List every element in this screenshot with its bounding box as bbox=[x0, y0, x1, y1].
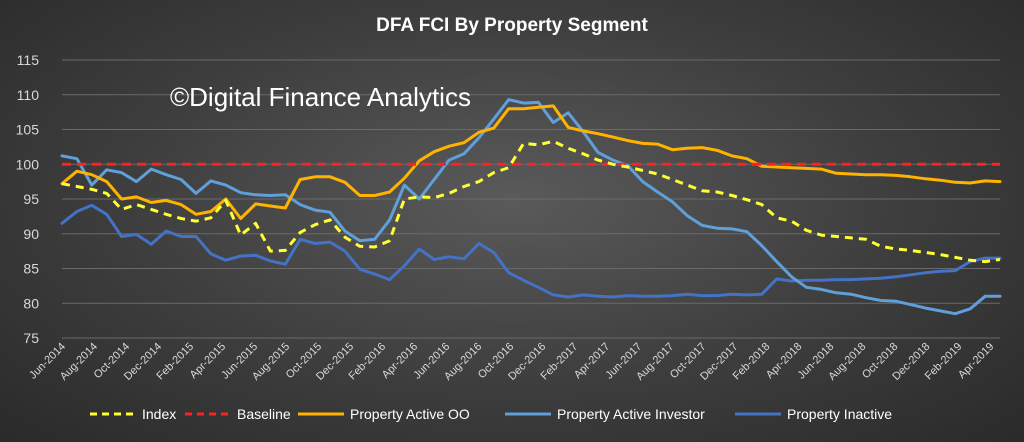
y-tick-label: 115 bbox=[17, 52, 40, 68]
y-tick-label: 95 bbox=[23, 191, 39, 207]
y-tick-label: 110 bbox=[17, 87, 40, 103]
series-group bbox=[60, 98, 1002, 316]
watermark-text: ©Digital Finance Analytics bbox=[170, 82, 471, 112]
y-tick-label: 90 bbox=[23, 226, 39, 242]
legend-label: Property Inactive bbox=[787, 406, 892, 422]
chart-title: DFA FCI By Property Segment bbox=[376, 15, 648, 36]
y-tick-label: 75 bbox=[23, 330, 39, 346]
legend: Index Baseline Property Active OO Property … bbox=[90, 406, 892, 422]
y-axis: 75 80 85 90 95 100 105 110 115 bbox=[16, 52, 40, 346]
x-axis: Jun-2014Aug-2014Oct-2014Dec-2014Feb-2015… bbox=[27, 341, 996, 383]
legend-label: Property Active Investor bbox=[557, 406, 705, 422]
legend-label: Property Active OO bbox=[350, 406, 470, 422]
series-line-3 bbox=[60, 98, 1002, 316]
legend-label: Index bbox=[142, 406, 176, 422]
series-line-0 bbox=[61, 139, 1001, 264]
y-tick-label: 85 bbox=[23, 261, 39, 277]
y-tick-label: 80 bbox=[23, 295, 39, 311]
series-line-4 bbox=[60, 203, 1002, 299]
y-tick-label: 100 bbox=[16, 156, 40, 172]
series-line-2 bbox=[60, 104, 1002, 220]
y-tick-label: 105 bbox=[16, 122, 40, 138]
legend-label: Baseline bbox=[237, 406, 291, 422]
